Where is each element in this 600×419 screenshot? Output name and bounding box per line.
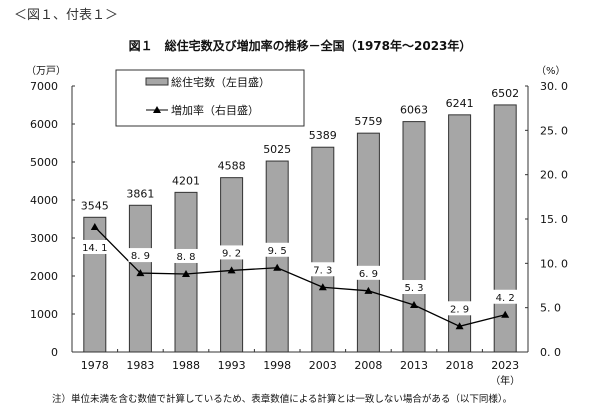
- bar-value-label: 3861: [126, 187, 154, 200]
- bar: [220, 177, 244, 353]
- rate-value-label: 9. 5: [268, 246, 287, 257]
- right-tick-label: 15. 0: [540, 213, 568, 226]
- rate-label-bg: [356, 265, 381, 280]
- left-axis-label: （万戸）: [26, 65, 66, 77]
- rate-marker: [90, 222, 99, 230]
- right-axis-label: （%）: [536, 65, 566, 77]
- x-axis-label: （年）: [490, 374, 520, 387]
- bar-value-label: 5025: [263, 143, 291, 156]
- bar: [356, 132, 380, 353]
- legend-line-label: 増加率（右目盛）: [171, 103, 259, 117]
- legend-triangle-icon: [153, 106, 161, 113]
- bar-value-label: 4201: [172, 174, 200, 187]
- right-tick-label: 25. 0: [540, 124, 568, 137]
- rate-marker: [410, 301, 418, 309]
- bar-value-label: 4588: [218, 160, 246, 173]
- rate-value-label: 9. 2: [222, 248, 241, 259]
- rate-label-bg: [447, 301, 472, 316]
- left-tick-label: 3000: [30, 232, 58, 245]
- x-tick-label: 2023: [491, 359, 519, 372]
- rate-label-bg: [402, 280, 426, 295]
- left-tick-label: 4000: [30, 194, 58, 207]
- bar-value-label: 5759: [354, 115, 382, 128]
- x-tick-label: 2003: [309, 359, 337, 372]
- x-tick-label: 1983: [126, 359, 154, 372]
- left-tick-label: 2000: [30, 270, 58, 283]
- left-tick-label: 7000: [30, 80, 58, 93]
- x-tick-label: 2018: [446, 359, 474, 372]
- rate-line: [94, 226, 506, 327]
- rate-marker: [364, 286, 373, 294]
- bar: [402, 121, 426, 353]
- rate-marker: [455, 322, 464, 330]
- rate-label-bg: [128, 248, 153, 263]
- rate-value-label: 4. 2: [496, 293, 515, 304]
- left-tick-label: 6000: [30, 118, 58, 131]
- x-tick-label: 1978: [81, 359, 109, 372]
- legend-bar-swatch: [145, 77, 169, 86]
- bar-value-label: 6063: [400, 104, 428, 117]
- rate-label-bg: [310, 262, 335, 277]
- rate-value-label: 8. 8: [176, 252, 195, 263]
- rate-label-bg: [265, 242, 290, 257]
- rate-label-bg: [174, 248, 198, 263]
- bar-value-label: 6502: [491, 87, 519, 100]
- legend-bar-label: 総住宅数（左目盛）: [171, 75, 270, 89]
- rate-label-bg: [82, 239, 107, 254]
- right-tick-label: 10. 0: [540, 257, 568, 270]
- bar: [311, 146, 335, 353]
- bar-value-label: 5389: [309, 129, 337, 142]
- rate-marker: [501, 310, 510, 318]
- bar: [128, 204, 152, 353]
- rate-marker: [136, 269, 145, 277]
- rate-marker: [182, 269, 190, 277]
- chart-title: 図１ 総住宅数及び増加率の推移－全国（1978年～2023年）: [128, 39, 472, 53]
- rate-label-bg: [493, 289, 518, 304]
- x-tick-label: 2008: [354, 359, 382, 372]
- bar-value-label: 3545: [81, 199, 109, 212]
- bar: [448, 114, 472, 353]
- rate-value-label: 7. 3: [313, 265, 332, 276]
- x-tick-label: 1993: [218, 359, 246, 372]
- rate-marker: [318, 283, 327, 291]
- rate-marker: [227, 266, 236, 274]
- x-tick-label: 1988: [172, 359, 200, 372]
- x-tick-label: 2013: [400, 359, 428, 372]
- right-tick-label: 30. 0: [540, 80, 568, 93]
- footnote: 注）単位未満を含む数値で計算しているため、表章数値による計算とは一致しない場合が…: [52, 394, 513, 405]
- figure-reference: ＜図１、付表１＞: [14, 8, 119, 23]
- x-tick-label: 1998: [263, 359, 291, 372]
- right-tick-label: 0. 0: [540, 346, 561, 359]
- left-tick-label: 0: [51, 346, 58, 359]
- rate-value-label: 5. 3: [404, 283, 423, 294]
- right-tick-label: 5. 0: [540, 302, 561, 315]
- rate-value-label: 2. 9: [450, 304, 469, 315]
- rate-value-label: 14. 1: [82, 243, 107, 254]
- left-tick-label: 5000: [30, 156, 58, 169]
- bar: [83, 216, 107, 353]
- left-tick-label: 1000: [30, 308, 58, 321]
- bar-value-label: 6241: [446, 97, 474, 110]
- rate-value-label: 8. 9: [131, 251, 150, 262]
- rate-marker: [273, 263, 282, 271]
- rate-label-bg: [219, 245, 244, 260]
- rate-value-label: 6. 9: [359, 269, 378, 280]
- right-tick-label: 20. 0: [540, 169, 568, 182]
